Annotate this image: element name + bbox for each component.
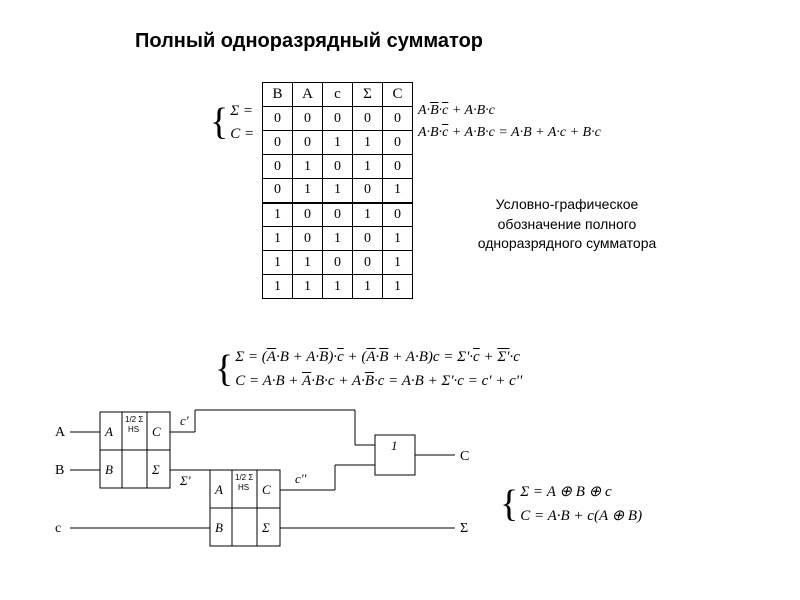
eq-top-lhs: {Σ = C = — [210, 100, 254, 145]
page-title: Полный одноразрядный сумматор — [135, 30, 483, 53]
circuit-diagram: A B c A B C Σ 1/2 Σ HS c' Σ' — [55, 400, 485, 575]
svg-text:HS: HS — [128, 425, 139, 434]
table-row: 00110 — [263, 131, 413, 155]
svg-text:C: C — [152, 424, 161, 439]
svg-text:B: B — [215, 520, 223, 535]
half-adder-1: A B C Σ 1/2 Σ HS — [100, 412, 170, 488]
table-row: 11001 — [263, 251, 413, 275]
table-row: 01010 — [263, 155, 413, 179]
c-dprime-label: c'' — [295, 471, 307, 486]
svg-text:HS: HS — [238, 483, 249, 492]
table-row: 11111 — [263, 275, 413, 299]
svg-text:Σ: Σ — [261, 520, 270, 535]
truth-table: B A c Σ C 00000 00110 01010 01101 10010 … — [262, 82, 413, 299]
half-adder-2: A B C Σ 1/2 Σ HS — [210, 470, 280, 546]
col-A: A — [293, 83, 323, 107]
or-gate: 1 — [375, 435, 415, 475]
input-c-label: c — [55, 521, 61, 536]
eq-bottom: { Σ = A ⊕ B ⊕ c C = A·B + c(A ⊕ B) — [500, 480, 642, 528]
col-C: C — [383, 83, 413, 107]
svg-text:Σ: Σ — [151, 462, 160, 477]
svg-text:B: B — [105, 462, 113, 477]
svg-text:C: C — [262, 482, 271, 497]
eq-middle: { Σ = (A·B + A·B)·c + (A·B + A·B)c = Σ'·… — [215, 345, 522, 393]
eq-top-rhs: A·B·c + A·B·c A·B·c + A·B·c = A·B + A·c … — [418, 100, 601, 145]
svg-text:1/2 Σ: 1/2 Σ — [235, 473, 253, 482]
symbol-caption: Условно-графическое обозначение полного … — [462, 195, 672, 254]
output-C-label: C — [460, 449, 469, 464]
col-sigma: Σ — [353, 83, 383, 107]
table-header-row: B A c Σ C — [263, 83, 413, 107]
input-B-label: B — [55, 463, 64, 478]
svg-text:A: A — [104, 424, 113, 439]
table-row: 01101 — [263, 179, 413, 203]
table-row: 00000 — [263, 107, 413, 131]
sigma-prime-label: Σ' — [179, 473, 191, 488]
col-B: B — [263, 83, 293, 107]
svg-text:1: 1 — [391, 438, 398, 453]
svg-text:1/2 Σ: 1/2 Σ — [125, 415, 143, 424]
table-row: 10010 — [263, 203, 413, 227]
output-sigma-label: Σ — [460, 521, 468, 536]
col-c: c — [323, 83, 353, 107]
svg-text:A: A — [214, 482, 223, 497]
input-A-label: A — [55, 425, 66, 440]
c-prime-label: c' — [180, 413, 189, 428]
table-row: 10101 — [263, 227, 413, 251]
